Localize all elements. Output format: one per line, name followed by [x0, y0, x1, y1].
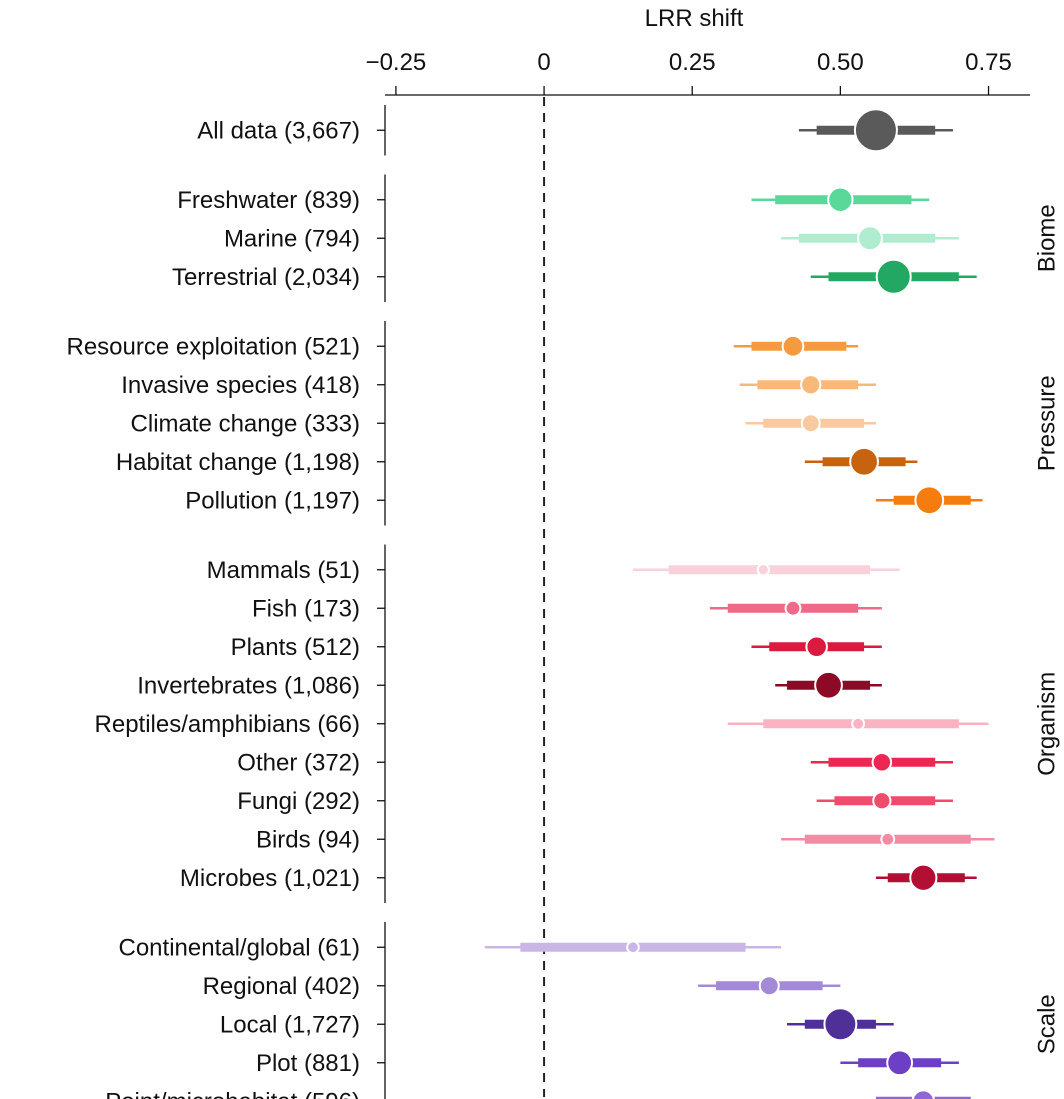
x-axis-ticks: −0.25 0 0.25 0.50 0.75: [366, 49, 1012, 95]
forest-row: Invasive species (418): [121, 372, 876, 399]
forest-row: Habitat change (1,198): [116, 446, 918, 477]
row-label: Plants (512): [231, 634, 360, 661]
x-tick-label: −0.25: [366, 49, 427, 76]
point-estimate: [886, 1049, 914, 1077]
forest-row: Local (1,727): [220, 1007, 894, 1042]
row-label: Pollution (1,197): [185, 487, 360, 514]
forest-row: Reptiles/amphibians (66): [95, 711, 989, 738]
row-label: Terrestrial (2,034): [172, 264, 360, 291]
row-label: Continental/global (61): [119, 934, 361, 961]
row-label: Other (372): [237, 749, 360, 776]
point-estimate: [914, 485, 945, 516]
forest-row: Regional (402): [203, 973, 841, 1000]
forest-row: Freshwater (839): [177, 186, 930, 214]
forest-row: Climate change (333): [131, 410, 876, 437]
row-label: Freshwater (839): [177, 187, 360, 214]
row-label: Invertebrates (1,086): [137, 672, 360, 699]
row-label: Plot (881): [256, 1050, 360, 1077]
group-scale: Scale Continental/global (61) Regional (40…: [105, 922, 1060, 1099]
forest-row: Mammals (51): [207, 557, 900, 584]
forest-row: Marine (794): [224, 225, 959, 252]
group-biome: Biome Freshwater (839) Marine (794) Terrest…: [172, 174, 1060, 302]
x-tick-label: 0.75: [965, 49, 1012, 76]
x-tick-label: 0.50: [817, 49, 864, 76]
group-label: Pressure: [1033, 375, 1060, 471]
x-tick-label: 0: [537, 49, 550, 76]
point-estimate: [758, 975, 780, 997]
group-pressure: Pressure Resource exploitation (521) Invas…: [67, 321, 1060, 526]
x-tick-label: 0.25: [669, 49, 716, 76]
group-all: All data (3,667): [197, 105, 953, 156]
row-label: Microbes (1,021): [180, 865, 360, 892]
group-organism: Organism Mammals (51) Fish (173) Plants (51…: [95, 544, 1060, 903]
point-estimate: [784, 599, 802, 617]
point-estimate: [872, 791, 892, 811]
point-estimate: [805, 635, 828, 659]
forest-row: Continental/global (61): [119, 934, 782, 961]
row-label: Regional (402): [203, 973, 360, 1000]
point-estimate: [626, 940, 640, 955]
row-label: All data (3,667): [197, 117, 360, 144]
point-estimate: [827, 186, 854, 213]
forest-row: Fish (173): [252, 595, 882, 622]
group-label: Biome: [1033, 204, 1060, 272]
point-estimate: [880, 831, 896, 847]
forest-row: Terrestrial (2,034): [172, 258, 977, 295]
point-estimate: [800, 413, 821, 434]
point-estimate: [851, 716, 866, 731]
point-estimate: [849, 446, 879, 477]
row-label: Mammals (51): [207, 557, 360, 584]
row-label: Invasive species (418): [121, 372, 360, 399]
forest-row: Pollution (1,197): [185, 485, 983, 516]
forest-row: Plot (881): [256, 1049, 959, 1077]
row-label: Reptiles/amphibians (66): [95, 711, 360, 738]
row-label: Fish (173): [252, 595, 360, 622]
forest-row: Fungi (292): [237, 788, 953, 815]
forest-groups: All data (3,667) Biome Freshwater (839) Mar…: [67, 105, 1060, 1099]
row-label: Fungi (292): [237, 788, 360, 815]
point-estimate: [853, 108, 898, 153]
point-estimate: [909, 863, 938, 892]
forest-row: Point/microhabitat (596): [105, 1088, 971, 1099]
row-label: Resource exploitation (521): [67, 333, 361, 360]
point-estimate: [911, 1089, 935, 1099]
row-label: Climate change (333): [131, 410, 360, 437]
point-estimate: [781, 334, 805, 358]
point-estimate: [800, 374, 822, 396]
row-label: Local (1,727): [220, 1011, 360, 1038]
forest-row: Other (372): [237, 749, 953, 776]
x-axis-title: LRR shift: [645, 5, 744, 32]
row-label: Birds (94): [256, 826, 360, 853]
point-estimate: [871, 751, 893, 773]
row-label: Habitat change (1,198): [116, 449, 360, 476]
row-label: Point/microhabitat (596): [105, 1088, 360, 1099]
forest-row: Resource exploitation (521): [67, 333, 859, 360]
point-estimate: [756, 563, 770, 577]
point-estimate: [875, 258, 912, 295]
forest-row: Plants (512): [231, 634, 882, 661]
group-label: Scale: [1033, 994, 1060, 1054]
point-estimate: [857, 225, 883, 252]
forest-row: Invertebrates (1,086): [137, 670, 882, 700]
forest-row: Microbes (1,021): [180, 863, 977, 892]
point-estimate: [814, 670, 843, 700]
group-label: Organism: [1033, 672, 1060, 776]
row-label: Marine (794): [224, 225, 360, 252]
point-estimate: [823, 1007, 858, 1042]
forest-row: Birds (94): [256, 826, 995, 853]
forest-row: All data (3,667): [197, 108, 953, 153]
